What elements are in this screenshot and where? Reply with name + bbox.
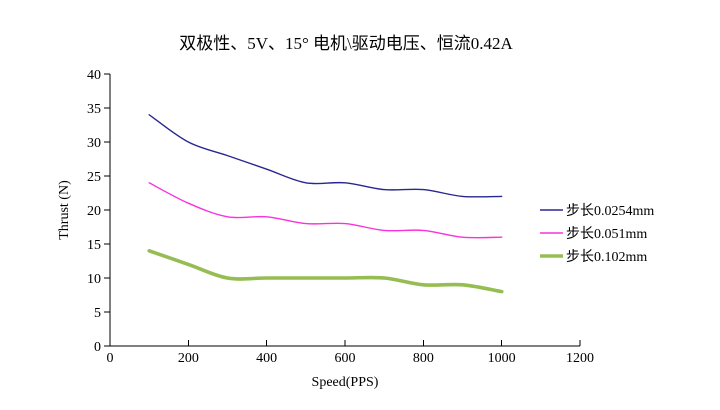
chart-title: 双极性、5V、15° 电机\驱动电压、恒流0.42A (179, 34, 513, 53)
y-tick-label: 0 (94, 340, 101, 355)
axes (104, 73, 581, 347)
y-tick-label: 40 (87, 68, 101, 83)
series-line-0 (148, 114, 503, 198)
series-line-2 (147, 249, 504, 294)
legend-label-step-0.102mm: 步长0.102mm (566, 249, 647, 265)
series-lines (147, 114, 504, 294)
y-tick-label: 15 (87, 238, 101, 253)
x-tick-label: 1000 (488, 351, 516, 366)
y-tick-label: 30 (87, 136, 101, 151)
y-tick-label: 25 (87, 170, 101, 185)
legend-label-step-0.0254mm: 步长0.0254mm (566, 203, 654, 219)
x-tick-label: 600 (335, 351, 356, 366)
y-tick-label: 20 (87, 204, 101, 219)
x-tick-label: 1200 (566, 351, 594, 366)
x-tick-label: 200 (178, 351, 199, 366)
x-tick-label: 400 (256, 351, 277, 366)
y-tick-label: 35 (87, 102, 101, 117)
y-tick-label: 5 (94, 306, 101, 321)
y-axis-title: Thrust (N) (57, 180, 72, 240)
axis-lines (109, 74, 580, 347)
y-tick-label: 10 (87, 272, 101, 287)
legend-label-step-0.051mm: 步长0.051mm (566, 226, 647, 242)
x-axis-title: Speed(PPS) (312, 375, 379, 390)
series-line-1 (148, 182, 503, 239)
x-tick-label: 0 (107, 351, 114, 366)
x-tick-label: 800 (413, 351, 434, 366)
legend: 步长0.0254mm 步长0.051mm 步长0.102mm (540, 203, 654, 265)
